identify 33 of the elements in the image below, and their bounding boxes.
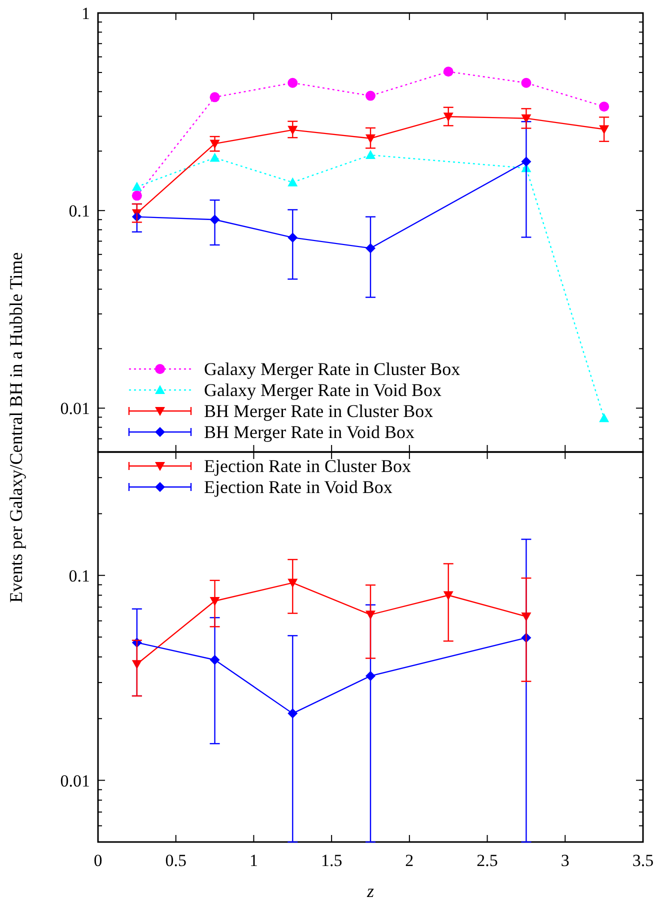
legend-label: Galaxy Merger Rate in Void Box xyxy=(204,380,442,400)
y-tick-label: 0.01 xyxy=(60,399,90,418)
point xyxy=(599,413,610,422)
point xyxy=(288,177,298,186)
y-tick-label: 0.1 xyxy=(68,566,90,586)
x-tick-label: 1 xyxy=(249,851,258,870)
x-tick-label: 2.5 xyxy=(476,851,498,870)
point xyxy=(366,90,376,101)
x-tick-label: 1.5 xyxy=(320,851,342,870)
legend-label: Ejection Rate in Cluster Box xyxy=(204,456,411,476)
legend-label: BH Merger Rate in Cluster Box xyxy=(204,401,434,421)
x-tick-label: 0.5 xyxy=(165,851,186,870)
y-tick-label: 0.1 xyxy=(68,202,90,221)
x-tick-label: 2 xyxy=(405,851,414,870)
y-tick-label: 1 xyxy=(82,4,90,23)
point xyxy=(132,182,142,191)
point xyxy=(521,78,532,88)
y-tick-label: 0.01 xyxy=(60,771,90,790)
point xyxy=(132,190,142,201)
x-tick-label: 3 xyxy=(560,851,570,870)
legend-label: BH Merger Rate in Void Box xyxy=(204,422,414,442)
point xyxy=(210,152,220,162)
point xyxy=(366,150,376,160)
point xyxy=(288,78,298,88)
x-axis-title: z xyxy=(366,881,374,901)
point xyxy=(210,92,220,102)
x-tick-label: 3.5 xyxy=(632,851,654,870)
legend-label: Ejection Rate in Void Box xyxy=(204,477,392,497)
legend-label: Galaxy Merger Rate in Cluster Box xyxy=(204,359,460,379)
point xyxy=(599,102,610,112)
y-axis-title: Events per Galaxy/Central BH in a Hubble Time xyxy=(6,252,26,603)
x-tick-label: 0 xyxy=(94,851,102,870)
point xyxy=(443,66,454,77)
